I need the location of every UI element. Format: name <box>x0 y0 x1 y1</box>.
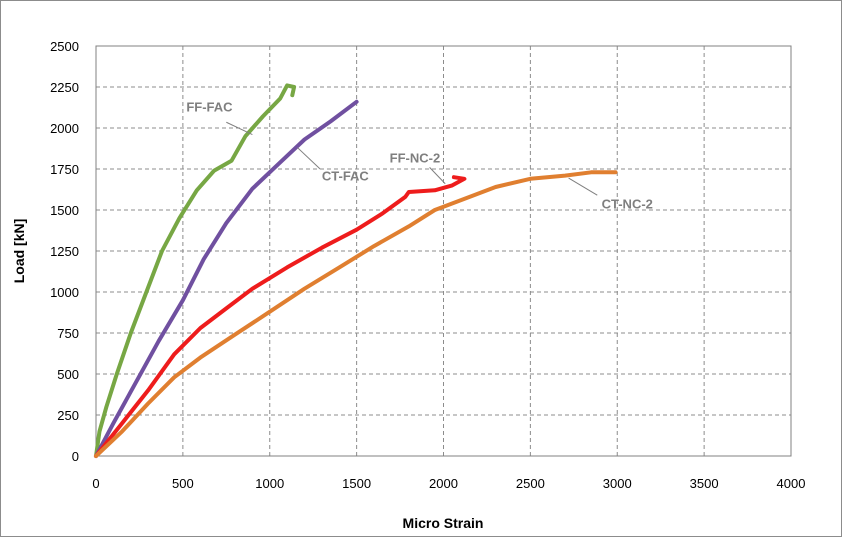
series-label-ff-fac: FF-FAC <box>186 100 233 115</box>
x-tick-label: 3500 <box>690 476 719 491</box>
x-tick-label: 3000 <box>603 476 632 491</box>
x-tick-label: 2500 <box>516 476 545 491</box>
series-layer <box>94 83 618 458</box>
x-tick-labels: 0 500 1000 1500 2000 2500 3000 3500 4000 <box>92 476 805 491</box>
annotation-leader-ct-fac <box>297 147 321 170</box>
x-tick-label: 4000 <box>777 476 806 491</box>
y-tick-labels: 0 250 500 750 1000 1250 1500 1750 2000 2250 2500 <box>50 39 79 464</box>
annotation-leaders <box>226 121 598 196</box>
y-tick-label: 750 <box>57 326 79 341</box>
series-label-ct-fac: CT-FAC <box>322 168 370 183</box>
y-tick-label: 0 <box>72 449 79 464</box>
series-line-ff-fac <box>94 83 297 458</box>
series-label-ct-nc-2: CT-NC-2 <box>602 196 653 211</box>
y-axis-title: Load [kN] <box>11 219 27 284</box>
plot-area-border <box>95 45 792 457</box>
y-tick-label: 2000 <box>50 121 79 136</box>
y-tick-label: 1500 <box>50 203 79 218</box>
x-axis-title: Micro Strain <box>403 515 484 531</box>
grid-lines <box>96 46 791 456</box>
y-tick-label: 1000 <box>50 285 79 300</box>
annotation-leader-ff-fac <box>226 121 253 136</box>
y-tick-label: 250 <box>57 408 79 423</box>
x-tick-label: 2000 <box>429 476 458 491</box>
series-line-ff-nc-2 <box>94 175 467 458</box>
y-tick-label: 1750 <box>50 162 79 177</box>
x-tick-label: 0 <box>92 476 99 491</box>
series-line-ct-fac <box>94 99 359 458</box>
x-tick-label: 1500 <box>342 476 371 491</box>
annotation-leader-ct-nc-2 <box>568 177 598 196</box>
y-tick-label: 1250 <box>50 244 79 259</box>
y-tick-label: 2250 <box>50 80 79 95</box>
y-tick-label: 500 <box>57 367 79 382</box>
y-tick-label: 2500 <box>50 39 79 54</box>
annotation-labels: FF-FAC CT-FAC FF-NC-2 CT-NC-2 <box>186 100 653 212</box>
x-tick-label: 500 <box>172 476 194 491</box>
x-tick-label: 1000 <box>255 476 284 491</box>
series-label-ff-nc-2: FF-NC-2 <box>390 150 441 165</box>
annotation-leader-ff-nc-2 <box>429 167 446 185</box>
series-line-ct-nc-2 <box>94 170 618 458</box>
